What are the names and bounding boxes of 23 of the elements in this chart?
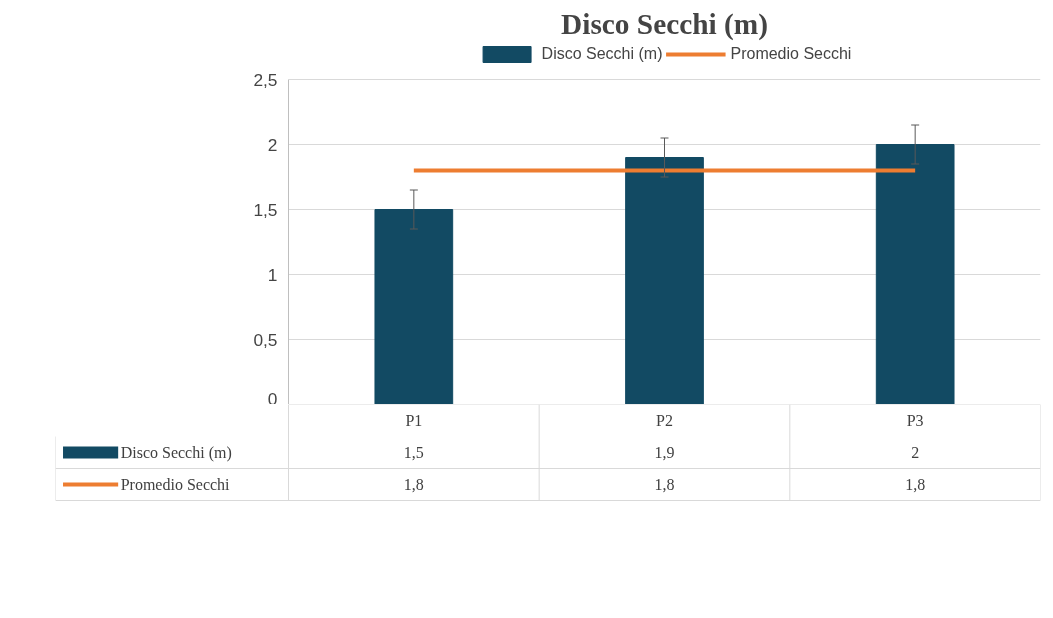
- y-tick-label: 2,5: [253, 69, 278, 90]
- data-label: 1,5: [403, 444, 424, 461]
- chart-title: Disco Secchi (m): [561, 7, 768, 41]
- data-label: 1,8: [905, 476, 926, 493]
- x-tick-label: P1: [405, 412, 423, 429]
- y-tick-label: 1: [267, 264, 278, 285]
- y-tick-label: 0: [267, 388, 278, 409]
- text: Promedio Secchi: [120, 476, 230, 493]
- legend-label: Disco Secchi (m): [541, 45, 663, 63]
- x-tick-label: P3: [906, 412, 924, 429]
- data-label: 1,9: [654, 444, 675, 461]
- bar: [875, 144, 955, 404]
- text: Disco Secchi (m): [120, 444, 232, 461]
- y-tick-label: 1,5: [253, 199, 278, 220]
- y-tick-label: 2: [267, 134, 278, 155]
- bar: [374, 209, 454, 404]
- x-tick-label: P2: [656, 412, 673, 429]
- data-label: 1,8: [654, 476, 675, 493]
- data-label: 1,8: [403, 476, 424, 493]
- data-label: 2: [911, 444, 920, 461]
- bar: [625, 157, 704, 404]
- legend-label: Promedio Secchi: [730, 45, 852, 63]
- y-tick-label: 0,5: [253, 329, 278, 350]
